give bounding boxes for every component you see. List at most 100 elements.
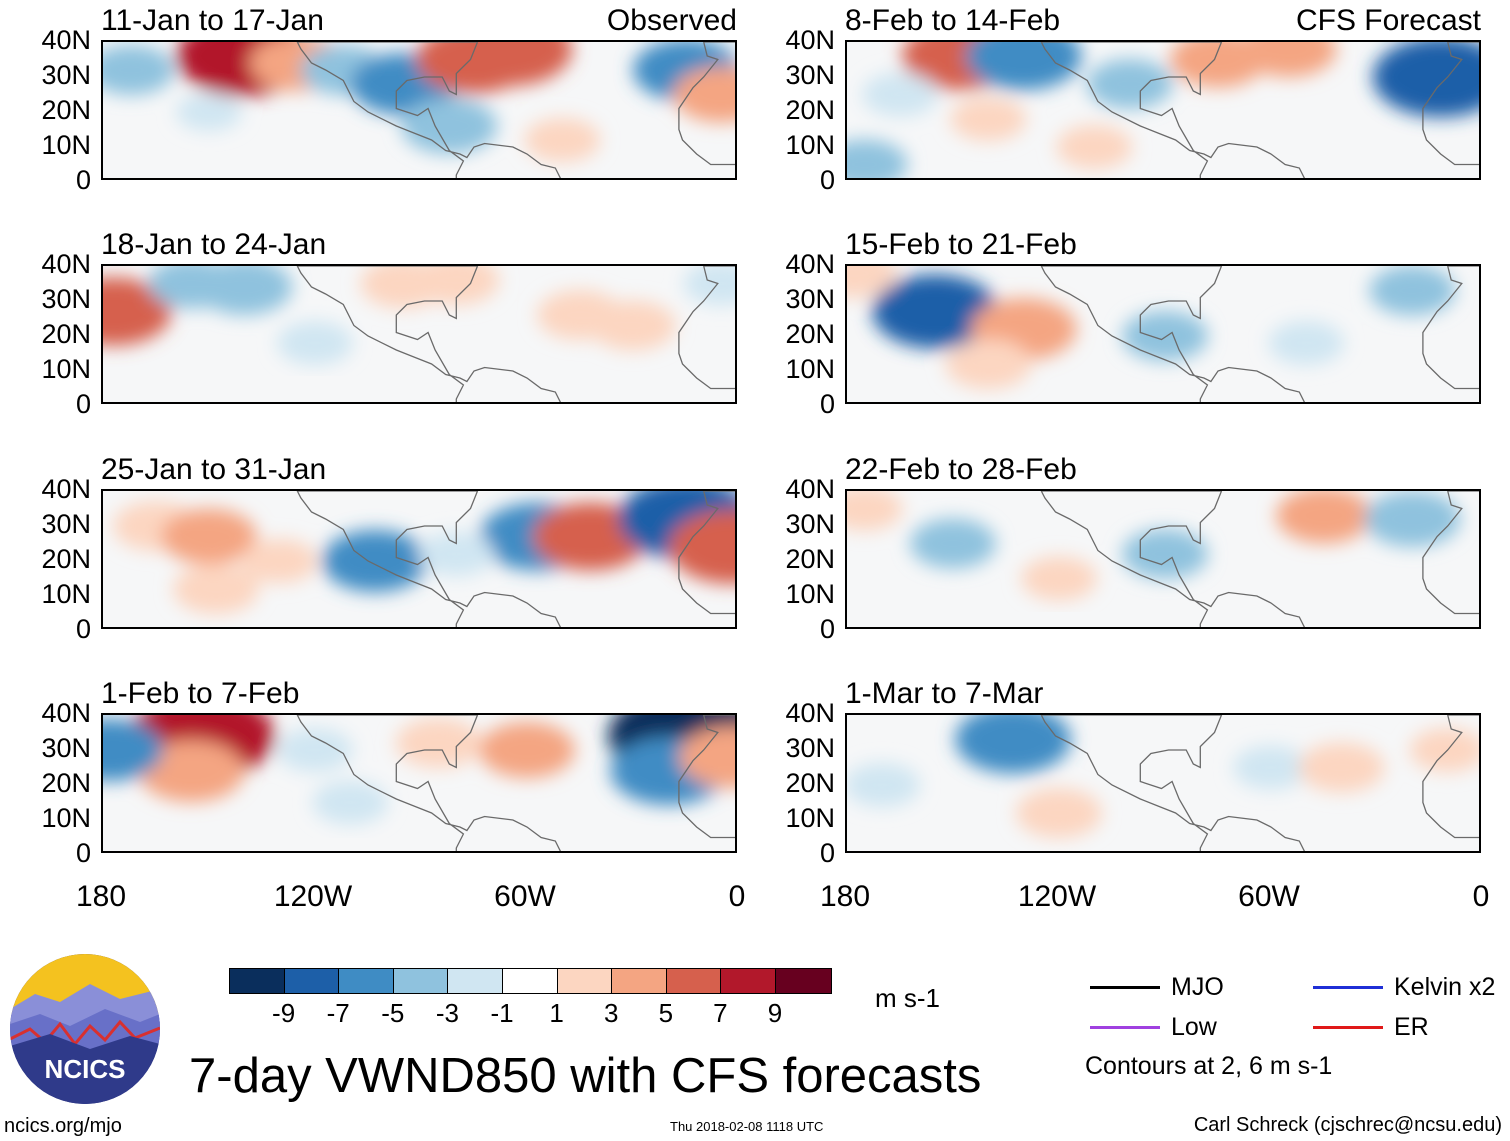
anomaly-blob (847, 763, 921, 807)
anomaly-blob (277, 728, 353, 772)
y-tick-label: 40N (41, 249, 91, 279)
y-tick-label: 20N (41, 95, 91, 125)
coastline-africa (678, 42, 735, 166)
map-svg (103, 42, 735, 178)
contour-note: Contours at 2, 6 m s-1 (1085, 1052, 1333, 1080)
anomaly-blob (950, 97, 1027, 141)
y-tick-label: 10N (41, 579, 91, 609)
anomaly-blob (945, 339, 1032, 389)
y-tick-label: 0 (75, 389, 91, 419)
anomaly-blob (955, 715, 1072, 774)
panel-title: 18-Jan to 24-Jan (101, 228, 327, 261)
y-tick-label: 0 (75, 614, 91, 644)
colorbar-swatch (557, 969, 613, 993)
anomaly-blob (401, 98, 498, 154)
colorbar (229, 968, 832, 994)
coastline-americas (1040, 715, 1306, 851)
anomaly-blob (1409, 728, 1479, 772)
map-panel (101, 264, 737, 404)
map-panel (845, 264, 1481, 404)
anomaly-blob (312, 780, 389, 825)
chart-title: 7-day VWND850 with CFS forecasts (189, 1049, 982, 1103)
anomaly-blob (1298, 742, 1385, 793)
y-tick-label: 20N (785, 768, 835, 798)
x-tick-label: 120W (273, 880, 353, 913)
anomaly-blob (668, 510, 735, 584)
coastline-africa (1422, 266, 1479, 390)
colorbar-tick-label: -5 (381, 998, 405, 1028)
y-tick-label: 20N (785, 319, 835, 349)
y-tick-label: 30N (41, 284, 91, 314)
anomaly-blob (1276, 491, 1372, 544)
y-tick-label: 40N (785, 249, 835, 279)
panel-title: 1-Feb to 7-Feb (101, 677, 300, 710)
y-tick-label: 30N (41, 733, 91, 763)
y-tick-label: 30N (785, 284, 835, 314)
anomaly-blob (1268, 321, 1345, 365)
coastline-americas (1040, 42, 1306, 178)
anomaly-blob (1233, 745, 1309, 790)
anomaly-blob (173, 564, 260, 614)
colorbar-swatch (502, 969, 558, 993)
anomaly-blob (1369, 266, 1456, 316)
footer-link[interactable]: ncics.org/mjo (4, 1115, 122, 1137)
anomaly-blob (241, 539, 318, 583)
units-label: m s-1 (875, 983, 940, 1013)
y-tick-label: 20N (785, 544, 835, 574)
y-tick-label: 10N (785, 130, 835, 160)
colorbar-tick-label: -1 (490, 998, 514, 1028)
map-svg (847, 491, 1479, 627)
anomaly-blob (1364, 491, 1461, 547)
anomaly-blob (872, 274, 999, 349)
x-tick-label: 120W (1017, 880, 1097, 913)
anomaly-blob (683, 266, 735, 306)
coastline-africa (1422, 42, 1479, 166)
anomaly-blob (1056, 125, 1133, 169)
colorbar-tick-label: -7 (326, 998, 350, 1028)
anomaly-blob (678, 726, 735, 788)
legend-label: Kelvin x2 (1394, 973, 1496, 1001)
anomaly-blob (847, 266, 898, 298)
x-tick-label: 0 (1472, 880, 1490, 913)
panel-title: 8-Feb to 14-Feb (845, 4, 1061, 37)
anomaly-blob (590, 300, 676, 351)
y-tick-label: 30N (41, 60, 91, 90)
y-tick-label: 10N (785, 803, 835, 833)
legend-label: ER (1394, 1013, 1429, 1041)
anomaly-blob (446, 42, 573, 86)
panel-title: 25-Jan to 31-Jan (101, 453, 327, 486)
anomaly-blob (862, 72, 938, 117)
y-tick-label: 20N (41, 544, 91, 574)
y-tick-label: 10N (41, 130, 91, 160)
x-tick-label: 180 (819, 880, 871, 913)
y-tick-label: 20N (785, 95, 835, 125)
coastline-africa (1422, 715, 1479, 839)
panel-title: 1-Mar to 7-Mar (845, 677, 1044, 710)
anomaly-blob (1122, 529, 1208, 579)
x-tick-label: 180 (75, 880, 127, 913)
map-svg (103, 266, 735, 402)
colorbar-tick-label: 3 (603, 998, 619, 1028)
legend-label: Low (1171, 1013, 1217, 1041)
y-tick-label: 0 (75, 838, 91, 868)
anomaly-blob (418, 532, 495, 576)
logo-text: NCICS (45, 1054, 126, 1084)
y-tick-label: 20N (41, 768, 91, 798)
y-tick-label: 40N (41, 25, 91, 55)
anomaly-blob (479, 722, 575, 778)
y-tick-label: 0 (75, 165, 91, 195)
coastline-americas (296, 266, 562, 402)
coastline-americas (1040, 491, 1306, 627)
colorbar-swatch (230, 969, 285, 993)
colorbar-swatch (612, 969, 667, 993)
anomaly-blob (103, 45, 175, 95)
y-tick-label: 40N (41, 698, 91, 728)
anomaly-blob (965, 42, 1082, 90)
ncics-logo: NCICS (10, 954, 160, 1104)
legend-swatch (1313, 1026, 1383, 1029)
anomaly-blob (103, 719, 164, 781)
y-tick-label: 30N (41, 509, 91, 539)
anomaly-blob (138, 740, 245, 802)
anomaly-blob (1021, 556, 1097, 601)
coastline-africa (678, 491, 735, 615)
